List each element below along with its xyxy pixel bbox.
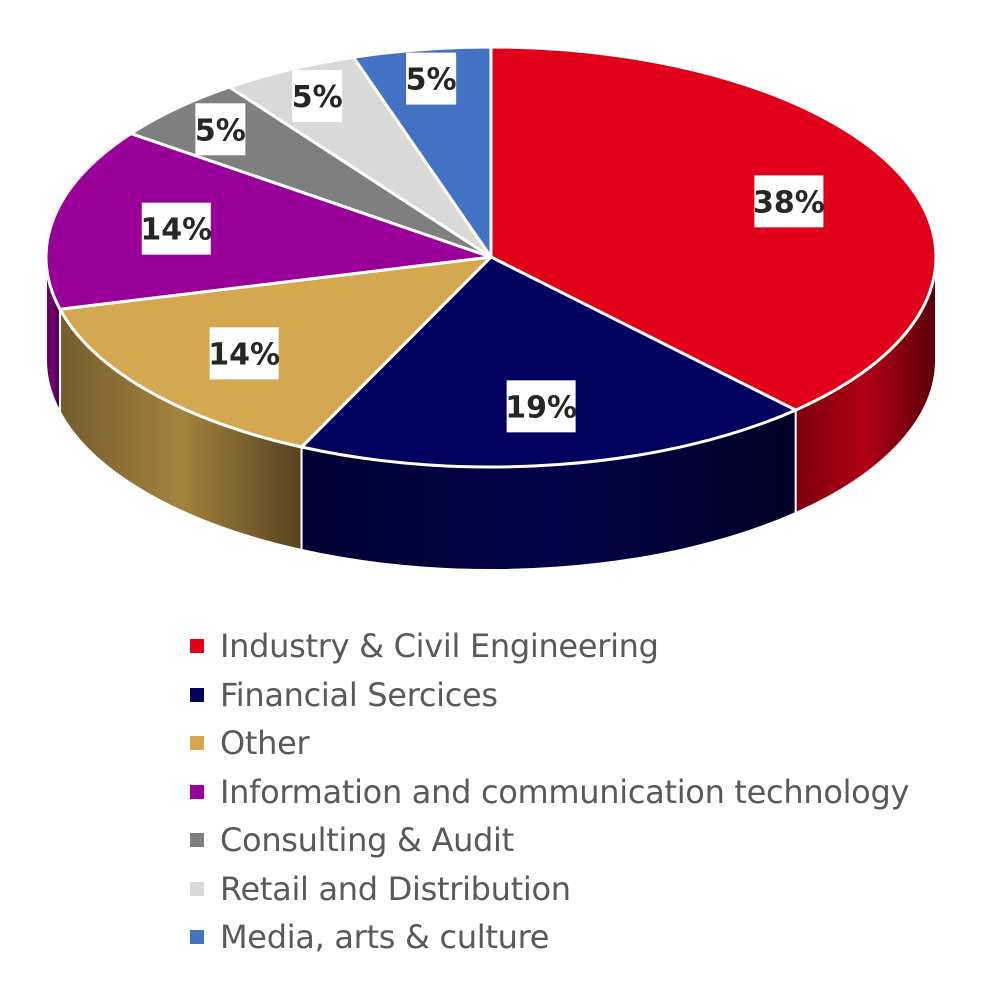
pie-slice-information-and-communication-technology bbox=[44, 132, 493, 311]
data-label-financial-sercices: 19% bbox=[505, 380, 577, 433]
pie-slices bbox=[44, 45, 938, 469]
data-label-other: 14% bbox=[208, 327, 280, 380]
svg-text:5%: 5% bbox=[406, 63, 457, 98]
svg-text:38%: 38% bbox=[753, 185, 825, 220]
chart-legend: Industry & Civil Engineering Financial Se… bbox=[190, 622, 909, 962]
data-label-media-arts-culture: 5% bbox=[406, 52, 457, 105]
legend-swatch bbox=[190, 736, 204, 751]
legend-label: Retail and Distribution bbox=[220, 869, 571, 908]
legend-item-information-and-communication-technology: Information and communication technology bbox=[190, 768, 909, 817]
legend-label: Consulting & Audit bbox=[220, 821, 514, 860]
legend-label: Other bbox=[220, 724, 310, 763]
data-label-information-and-communication-technology: 14% bbox=[140, 202, 212, 255]
pie-slice-industry-civil-engineering bbox=[489, 45, 938, 412]
legend-item-consulting-audit: Consulting & Audit bbox=[190, 816, 909, 865]
pie-slice-media-arts-culture bbox=[351, 45, 493, 259]
svg-text:19%: 19% bbox=[505, 390, 577, 425]
legend-item-other: Other bbox=[190, 719, 909, 768]
data-label-industry-civil-engineering: 38% bbox=[753, 175, 825, 228]
pie-slice-financial-sercices bbox=[300, 255, 798, 469]
svg-text:5%: 5% bbox=[292, 80, 343, 115]
legend-swatch bbox=[190, 930, 204, 945]
data-label-retail-and-distribution: 5% bbox=[292, 70, 343, 123]
legend-swatch bbox=[190, 687, 204, 702]
legend-label: Financial Sercices bbox=[220, 675, 498, 714]
legend-swatch bbox=[190, 833, 204, 848]
legend-item-financial-sercices: Financial Sercices bbox=[190, 671, 909, 720]
svg-text:14%: 14% bbox=[140, 213, 212, 248]
data-label-consulting-audit: 5% bbox=[195, 103, 246, 156]
legend-label: Media, arts & culture bbox=[220, 918, 550, 957]
pie-data-labels: 38% 19% 14% 14% 5% 5% 5% bbox=[140, 52, 825, 433]
legend-label: Information and communication technology bbox=[220, 772, 910, 811]
legend-item-industry-civil-engineering: Industry & Civil Engineering bbox=[190, 622, 909, 671]
legend-swatch bbox=[190, 639, 204, 654]
svg-text:14%: 14% bbox=[208, 337, 280, 372]
legend-item-retail-and-distribution: Retail and Distribution bbox=[190, 865, 909, 914]
legend-swatch bbox=[190, 881, 204, 896]
legend-swatch bbox=[190, 784, 204, 799]
svg-text:5%: 5% bbox=[195, 113, 246, 148]
legend-item-media-arts-culture: Media, arts & culture bbox=[190, 913, 909, 962]
legend-label: Industry & Civil Engineering bbox=[220, 627, 659, 666]
pie-chart: 38% 19% 14% 14% 5% 5% 5% bbox=[44, 45, 938, 571]
